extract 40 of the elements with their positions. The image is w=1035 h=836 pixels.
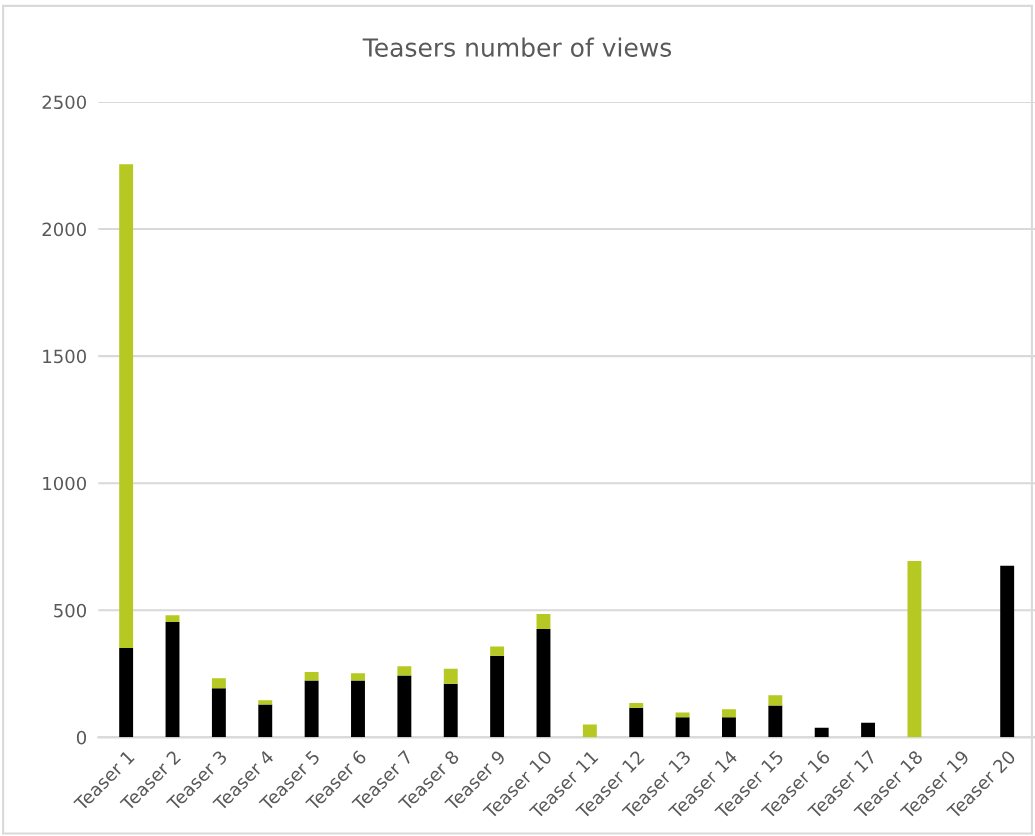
bar — [629, 707, 644, 738]
bar — [768, 695, 783, 706]
bar — [675, 717, 690, 738]
bar — [536, 614, 551, 630]
bar — [814, 727, 829, 738]
bar — [675, 712, 690, 718]
bar — [582, 724, 597, 738]
bar — [443, 683, 458, 738]
bar — [536, 629, 551, 738]
bar — [1000, 565, 1015, 738]
bar — [211, 678, 226, 689]
bar — [490, 646, 505, 656]
chart-title: Teasers number of views — [362, 37, 672, 57]
bar — [861, 722, 876, 738]
bar — [351, 680, 365, 738]
bar — [768, 705, 783, 738]
bar — [165, 615, 180, 622]
bar — [119, 164, 134, 648]
bar — [490, 655, 505, 738]
y-tick-label: 0 — [76, 730, 87, 745]
bar — [165, 621, 180, 738]
bar — [397, 675, 412, 738]
y-tick-label: 500 — [54, 603, 87, 618]
bar — [397, 666, 412, 676]
bar — [629, 703, 644, 708]
bar — [258, 704, 273, 738]
bar — [351, 673, 365, 681]
bar — [907, 560, 922, 738]
bar — [443, 668, 458, 684]
bar — [722, 709, 736, 718]
bar — [304, 672, 319, 681]
y-tick-label: 2000 — [42, 222, 87, 237]
bar — [258, 700, 273, 705]
y-tick-label: 1000 — [43, 476, 87, 491]
y-tick-label: 2500 — [42, 95, 87, 110]
y-tick-label: 1500 — [43, 349, 87, 364]
bar — [119, 647, 134, 738]
bar — [722, 717, 736, 738]
bar — [211, 688, 226, 738]
bar — [304, 680, 319, 738]
